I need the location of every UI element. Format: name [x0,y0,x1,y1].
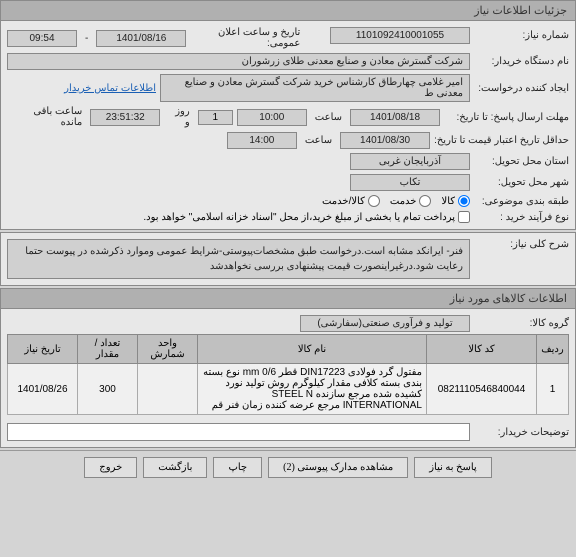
cell-name: مفتول گرد فولادی DIN17223 قطر mm 0/6 نوع… [198,364,427,415]
radio-kala-input[interactable] [458,195,470,207]
table-row[interactable]: 1 0821110546840044 مفتول گرد فولادی DIN1… [8,364,569,415]
pub-date-value: 1401/08/16 [96,30,186,47]
dash: - [81,33,92,44]
panel-goods-info: اطلاعات کالاهای مورد نیاز گروه کالا: تول… [0,288,576,448]
province-value: آذربایجان غربی [350,153,470,170]
remain-days: 1 [198,110,233,125]
remain-time: 23:51:32 [90,109,160,126]
remain-label: ساعت باقی مانده [7,106,86,128]
button-bar: پاسخ به نیاز مشاهده مدارک پیوستی (2) چاپ… [0,450,576,484]
validity-time: 14:00 [227,132,297,149]
day-and-txt: روز و [164,106,193,128]
classify-radio-group: کالا خدمت کالا/خدمت [322,195,470,207]
validity-label: حداقل تاریخ اعتبار قیمت تا تاریخ: [434,135,569,146]
radio-khedmat-label: خدمت [390,196,417,207]
creator-value: امیر غلامی چهارطاق کارشناس خرید شرکت گست… [160,74,470,102]
city-value: تکاب [350,174,470,191]
pub-time-value: 09:54 [7,30,77,47]
radio-khedmat[interactable]: خدمت [390,195,432,207]
need-number-label: شماره نیاز: [474,30,569,41]
back-button[interactable]: بازگشت [143,457,207,478]
goods-group-label: گروه کالا: [474,318,569,329]
buyer-label: نام دستگاه خریدار: [474,56,569,67]
cell-date: 1401/08/26 [8,364,78,415]
panel-need-details-header: جزئیات اطلاعات نیاز [1,1,575,21]
buytype-label: نوع فرآیند خرید : [474,212,569,223]
deadline-label: مهلت ارسال پاسخ: تا تاریخ: [444,112,569,123]
pub-datetime-label: تاریخ و ساعت اعلان عمومی: [190,27,300,49]
deadline-date: 1401/08/18 [350,109,440,126]
remarks-label: توضیحات خریدار: [474,427,569,438]
radio-kala[interactable]: کالا [441,195,470,207]
print-button[interactable]: چاپ [213,457,262,478]
hour-txt-2: ساعت [301,135,336,146]
hour-txt-1: ساعت [311,112,346,123]
need-number-value: 1101092410001055 [330,27,470,44]
radio-kala-label: کالا [441,196,455,207]
cell-code: 0821110546840044 [427,364,537,415]
buyer-value: شرکت گسترش معادن و صنایع معدنی طلای زرشو… [7,53,470,70]
deadline-time: 10:00 [237,109,307,126]
goods-group-value: تولید و فرآوری صنعتی(سفارشی) [300,315,470,332]
cell-idx: 1 [537,364,569,415]
province-label: استان محل تحویل: [474,156,569,167]
cell-qty: 300 [78,364,138,415]
payment-check[interactable]: پرداخت تمام یا بخشی از مبلغ خرید،از محل … [143,211,470,223]
general-desc-text: فنر- ایرانکد مشابه است.درخواست طبق مشخصا… [7,239,470,279]
goods-table: ردیف کد کالا نام کالا واحد شمارش تعداد /… [7,334,569,415]
respond-button[interactable]: پاسخ به نیاز [414,457,492,478]
th-unit: واحد شمارش [138,335,198,364]
cell-unit [138,364,198,415]
classify-label: طبقه بندی موضوعی: [474,196,569,207]
panel-need-details-body: شماره نیاز: 1101092410001055 تاریخ و ساع… [1,21,575,229]
radio-khedmat-input[interactable] [419,195,431,207]
payment-checkbox[interactable] [458,211,470,223]
radio-both-input[interactable] [368,195,380,207]
remarks-input[interactable] [7,423,470,441]
payment-check-label: پرداخت تمام یا بخشی از مبلغ خرید،از محل … [143,212,455,223]
general-desc-label: شرح کلی نیاز: [474,239,569,250]
panel-goods-header: اطلاعات کالاهای مورد نیاز [1,289,575,309]
attachments-button[interactable]: مشاهده مدارک پیوستی (2) [268,457,408,478]
validity-date: 1401/08/30 [340,132,430,149]
buyer-contact-link[interactable]: اطلاعات تماس خریدار [64,83,156,94]
th-code: کد کالا [427,335,537,364]
panel-general-desc: شرح کلی نیاز: فنر- ایرانکد مشابه است.درخ… [0,232,576,286]
creator-label: ایجاد کننده درخواست: [474,83,569,94]
table-header-row: ردیف کد کالا نام کالا واحد شمارش تعداد /… [8,335,569,364]
radio-both[interactable]: کالا/خدمت [322,195,380,207]
panel-need-details: جزئیات اطلاعات نیاز شماره نیاز: 11010924… [0,0,576,230]
th-name: نام کالا [198,335,427,364]
th-date: تاریخ نیاز [8,335,78,364]
th-idx: ردیف [537,335,569,364]
th-qty: تعداد / مقدار [78,335,138,364]
radio-both-label: کالا/خدمت [322,196,365,207]
exit-button[interactable]: خروج [84,457,137,478]
city-label: شهر محل تحویل: [474,177,569,188]
